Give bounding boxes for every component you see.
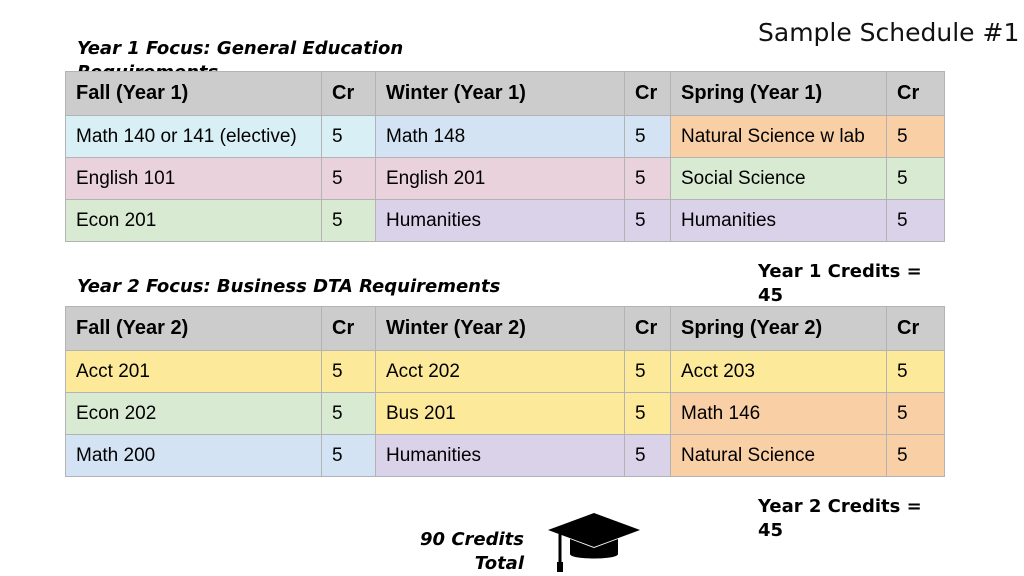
course-cell: Social Science <box>670 157 887 200</box>
column-header: Fall (Year 2) <box>65 306 322 351</box>
course-cell: Natural Science <box>670 434 887 477</box>
credit-cell: 5 <box>886 115 945 158</box>
credit-cell: 5 <box>624 115 671 158</box>
total-label-line: Total <box>474 553 524 574</box>
credit-cell: 5 <box>321 199 376 242</box>
credit-cell: 5 <box>321 392 376 435</box>
credit-cell: 5 <box>624 392 671 435</box>
table-row: Math 140 or 141 (elective) 5 Math 148 5 … <box>65 115 945 158</box>
credit-cell: 5 <box>886 392 945 435</box>
credit-cell: 5 <box>886 434 945 477</box>
column-header: Cr <box>624 71 671 116</box>
credit-cell: 5 <box>624 350 671 393</box>
year1-schedule-table: Fall (Year 1) Cr Winter (Year 1) Cr Spri… <box>65 71 945 242</box>
course-cell: Math 148 <box>375 115 625 158</box>
total-credits-line: 90 Credits <box>420 529 524 550</box>
course-cell: Acct 203 <box>670 350 887 393</box>
column-header: Cr <box>321 306 376 351</box>
course-cell: Math 146 <box>670 392 887 435</box>
column-header: Cr <box>624 306 671 351</box>
graduation-cap-icon <box>548 513 640 572</box>
table-row: Acct 201 5 Acct 202 5 Acct 203 5 <box>65 350 945 393</box>
course-cell: Humanities <box>375 199 625 242</box>
table-row: Econ 201 5 Humanities 5 Humanities 5 <box>65 199 945 242</box>
column-header: Winter (Year 2) <box>375 306 625 351</box>
year1-credits-label: Year 1 Credits = 45 <box>758 261 922 306</box>
column-header: Cr <box>886 306 945 351</box>
course-cell: English 201 <box>375 157 625 200</box>
course-cell: Bus 201 <box>375 392 625 435</box>
course-cell: Econ 201 <box>65 199 322 242</box>
year2-credits-label: Year 2 Credits = 45 <box>758 496 922 541</box>
course-cell: Math 140 or 141 (elective) <box>65 115 322 158</box>
table-row: English 101 5 English 201 5 Social Scien… <box>65 157 945 200</box>
column-header: Spring (Year 1) <box>670 71 887 116</box>
course-cell: Econ 202 <box>65 392 322 435</box>
column-header: Fall (Year 1) <box>65 71 322 116</box>
credit-cell: 5 <box>886 157 945 200</box>
credit-cell: 5 <box>886 350 945 393</box>
course-cell: English 101 <box>65 157 322 200</box>
course-cell: Humanities <box>670 199 887 242</box>
year2-focus-heading: Year 2 Focus: Business DTA Requirements <box>77 276 501 297</box>
credit-cell: 5 <box>321 350 376 393</box>
credit-cell: 5 <box>321 434 376 477</box>
course-cell: Acct 202 <box>375 350 625 393</box>
table-row: Econ 202 5 Bus 201 5 Math 146 5 <box>65 392 945 435</box>
credit-cell: 5 <box>321 115 376 158</box>
course-cell: Math 200 <box>65 434 322 477</box>
credit-cell: 5 <box>321 157 376 200</box>
table-header-row: Fall (Year 2) Cr Winter (Year 2) Cr Spri… <box>65 306 945 351</box>
table-row: Math 200 5 Humanities 5 Natural Science … <box>65 434 945 477</box>
credit-cell: 5 <box>624 199 671 242</box>
total-credits-label: 90 Credits Total <box>404 528 524 576</box>
course-cell: Humanities <box>375 434 625 477</box>
column-header: Cr <box>886 71 945 116</box>
column-header: Winter (Year 1) <box>375 71 625 116</box>
year2-schedule-table: Fall (Year 2) Cr Winter (Year 2) Cr Spri… <box>65 306 945 477</box>
column-header: Cr <box>321 71 376 116</box>
credit-cell: 5 <box>624 157 671 200</box>
column-header: Spring (Year 2) <box>670 306 887 351</box>
table-header-row: Fall (Year 1) Cr Winter (Year 1) Cr Spri… <box>65 71 945 116</box>
course-cell: Natural Science w lab <box>670 115 887 158</box>
course-cell: Acct 201 <box>65 350 322 393</box>
slide-title: Sample Schedule #1 <box>758 18 1020 47</box>
credit-cell: 5 <box>886 199 945 242</box>
credit-cell: 5 <box>624 434 671 477</box>
